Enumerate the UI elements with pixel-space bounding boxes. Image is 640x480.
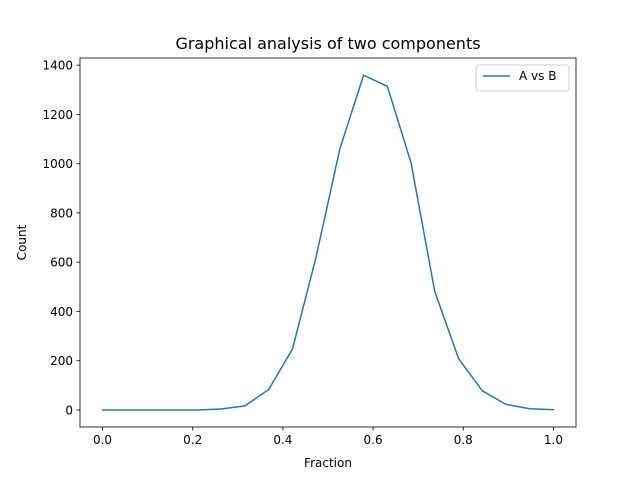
x-tick-label: 1.0 bbox=[544, 433, 563, 447]
x-axis-label: Fraction bbox=[304, 456, 352, 470]
plot-frame bbox=[79, 57, 577, 428]
x-tick-label: 0.4 bbox=[273, 433, 292, 447]
x-tick-label: 0.2 bbox=[183, 433, 202, 447]
y-axis-label: Count bbox=[15, 224, 29, 260]
x-tick-label: 0.0 bbox=[93, 433, 112, 447]
y-tick-label: 800 bbox=[50, 206, 73, 220]
y-tick-label: 1400 bbox=[42, 59, 73, 73]
y-tick-label: 1200 bbox=[42, 108, 73, 122]
x-tick-label: 0.6 bbox=[364, 433, 383, 447]
legend: A vs B bbox=[475, 64, 570, 92]
series-layer bbox=[101, 74, 555, 411]
series-line bbox=[101, 74, 555, 411]
y-tick-label: 1000 bbox=[42, 157, 73, 171]
y-tick-label: 0 bbox=[65, 404, 73, 418]
y-tick-label: 400 bbox=[50, 305, 73, 319]
y-tick-label: 200 bbox=[50, 354, 73, 368]
chart-title: Graphical analysis of two components bbox=[175, 34, 480, 53]
legend-box bbox=[475, 64, 570, 92]
x-axis-ticks: 0.0 0.2 0.4 0.6 0.8 1.0 bbox=[93, 427, 563, 447]
x-tick-label: 0.8 bbox=[454, 433, 473, 447]
y-axis-ticks: 0 200 400 600 800 1000 1200 1400 bbox=[42, 59, 80, 418]
legend-label: A vs B bbox=[519, 69, 556, 83]
plot-area bbox=[80, 58, 576, 427]
y-tick-label: 600 bbox=[50, 256, 73, 270]
